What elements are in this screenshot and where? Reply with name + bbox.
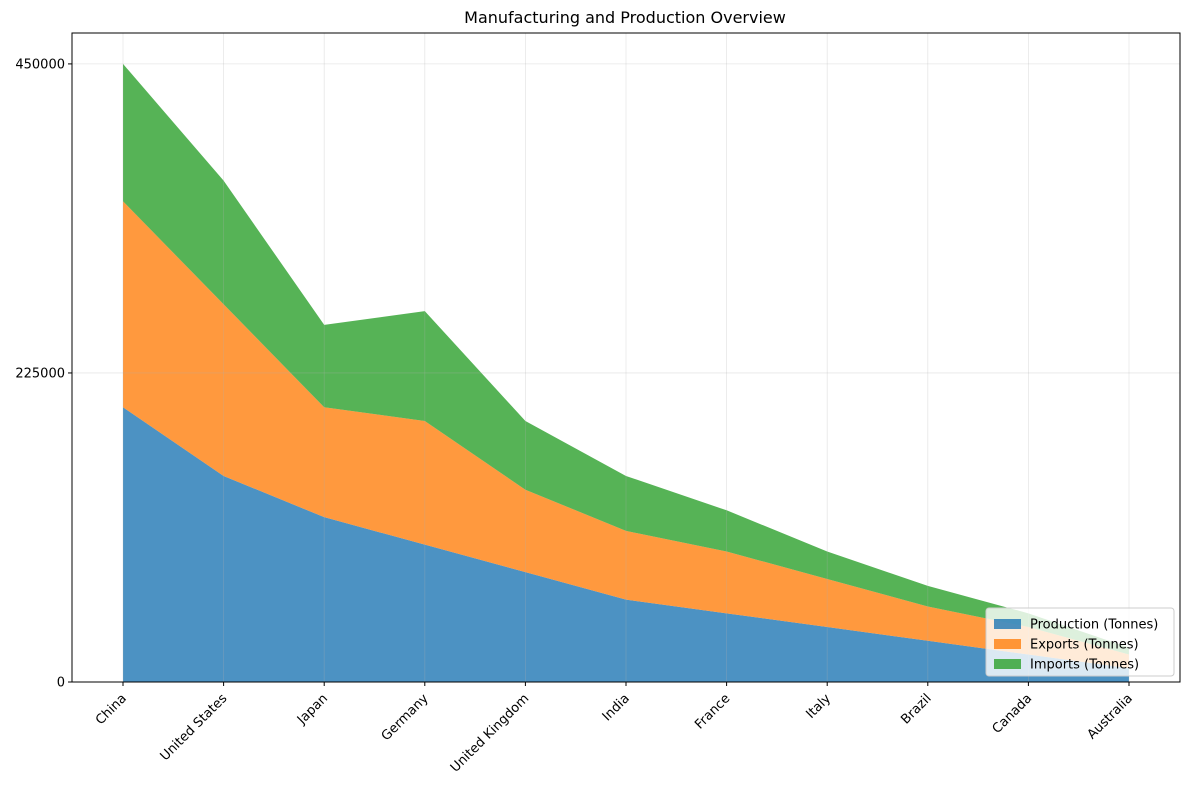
- y-tick-label: 225000: [15, 366, 65, 381]
- area-series-1: [123, 407, 1129, 682]
- legend: Production (Tonnes) Exports (Tonnes) Impor…: [985, 607, 1175, 677]
- grid-layer: [72, 33, 1180, 683]
- legend-swatch: [994, 619, 1021, 629]
- y-axis-ticks: 0 225000 450000: [15, 57, 72, 691]
- area-series-3: [123, 63, 1129, 655]
- legend-swatch: [994, 659, 1021, 669]
- chart-title: Manufacturing and Production Overview: [464, 8, 786, 27]
- area-layer: [123, 63, 1129, 682]
- legend-swatch: [994, 639, 1021, 649]
- legend-label: Production (Tonnes): [1030, 618, 1158, 633]
- area-series-2: [123, 201, 1129, 669]
- legend-box: [985, 607, 1175, 677]
- y-tick-label: 450000: [15, 57, 65, 72]
- y-tick-label: 0: [57, 676, 65, 691]
- legend-label: Imports (Tonnes): [1030, 658, 1139, 673]
- legend-label: Exports (Tonnes): [1030, 638, 1139, 653]
